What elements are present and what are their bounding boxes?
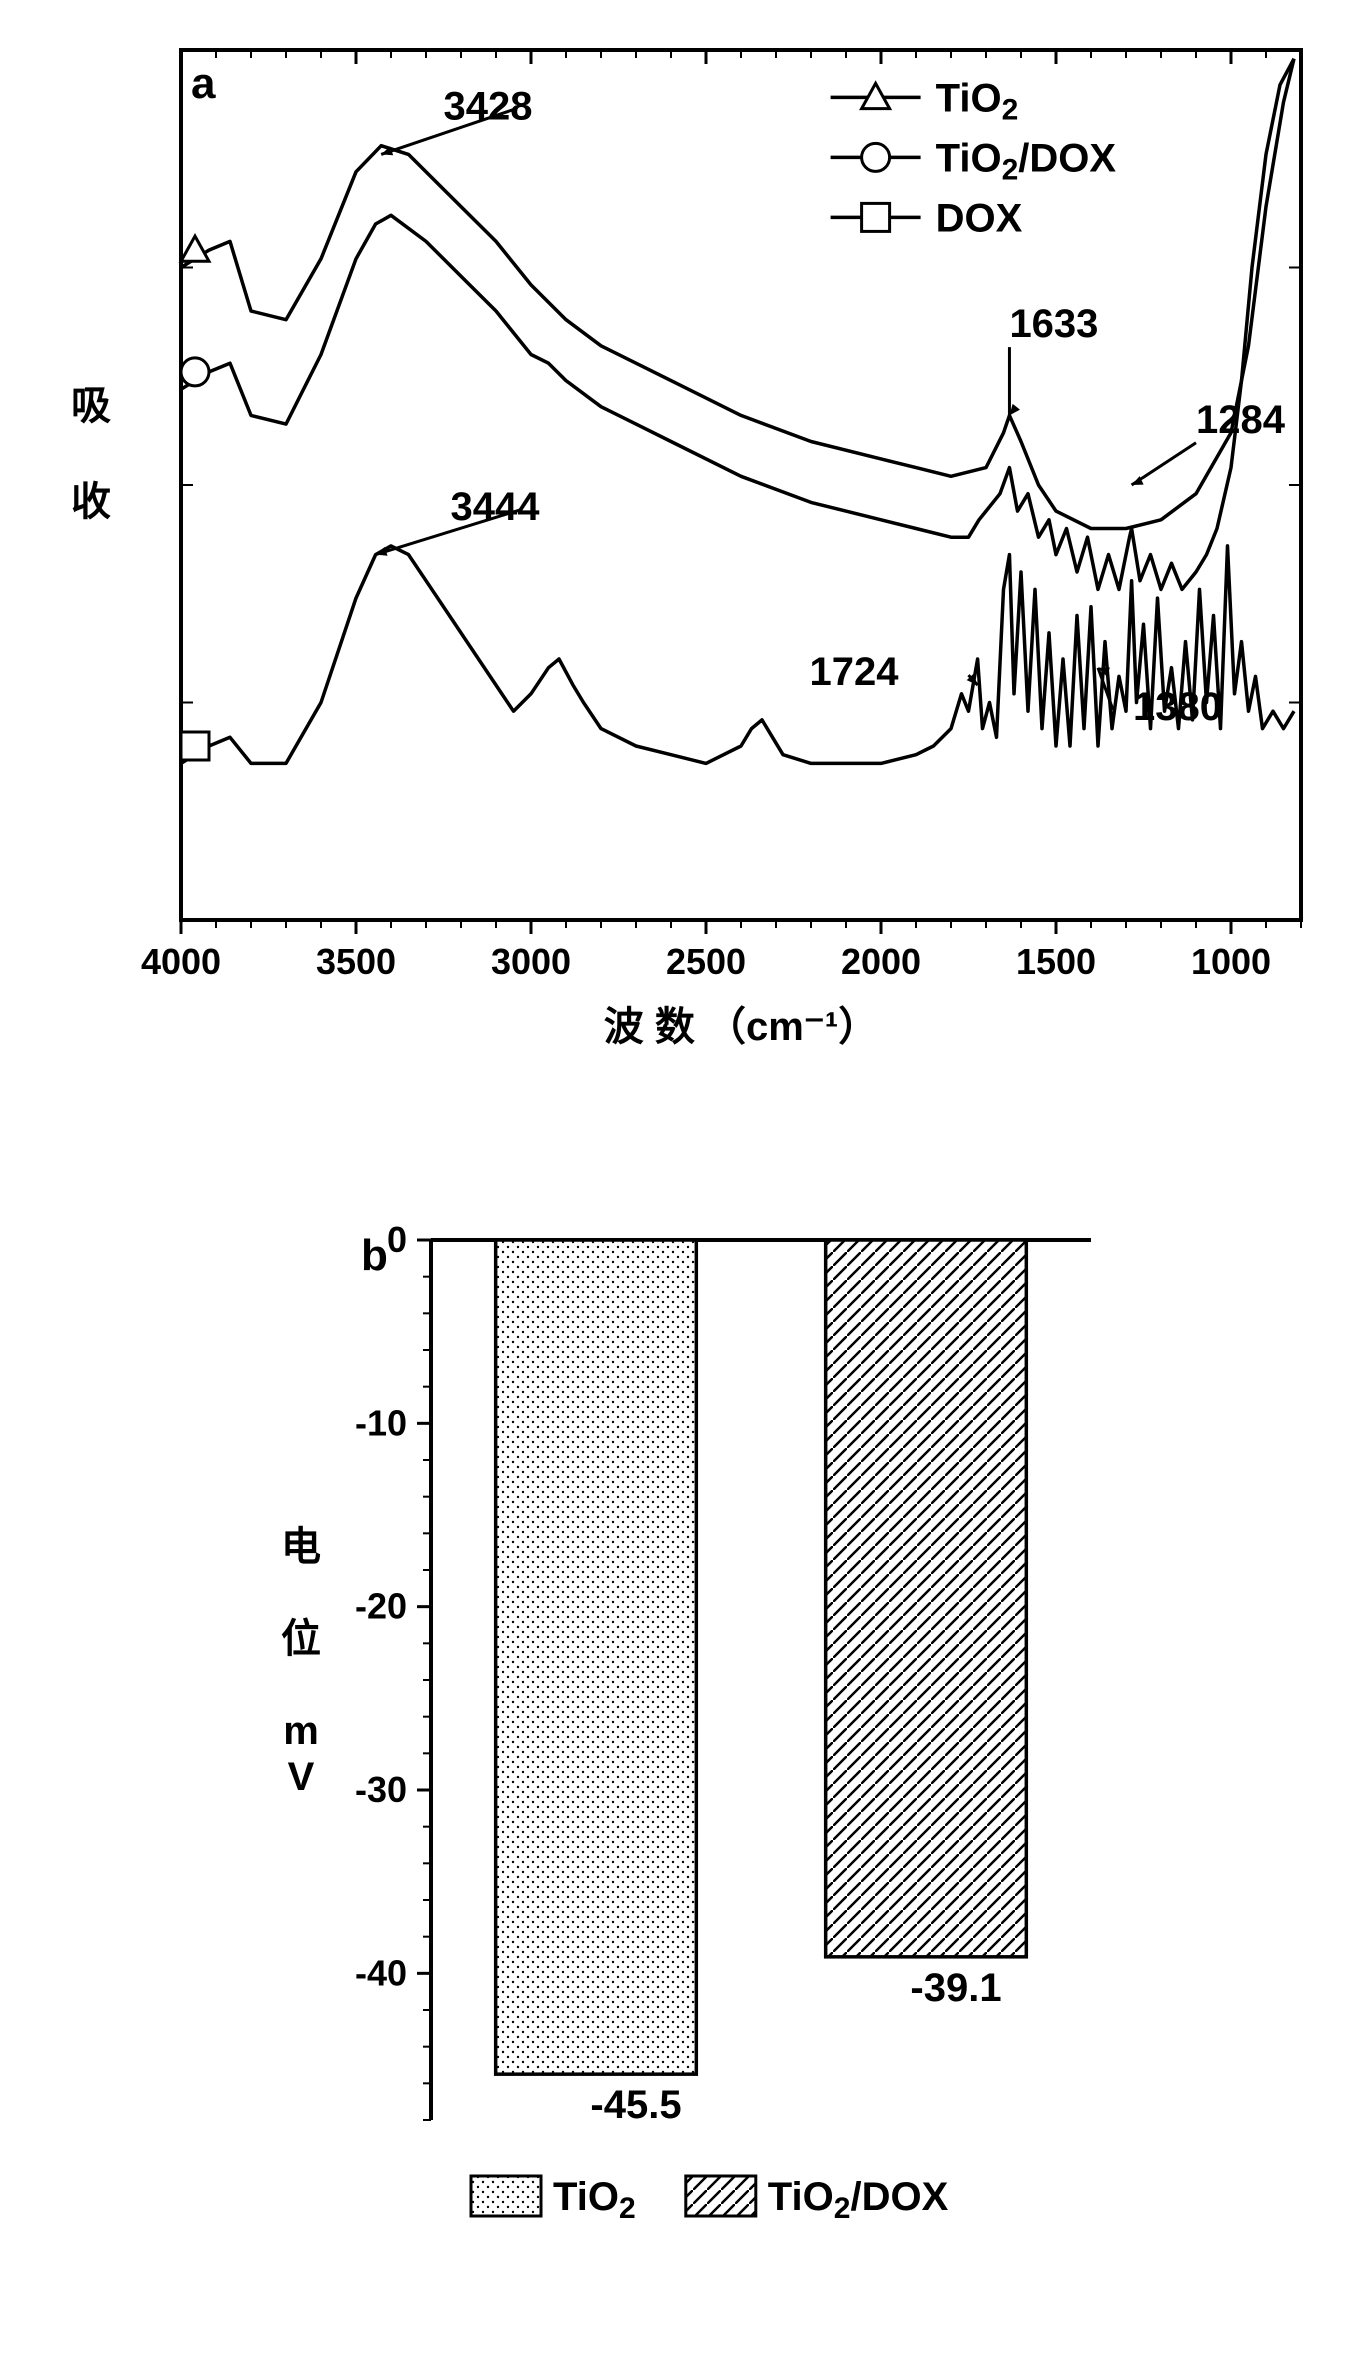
- svg-text:TiO2: TiO2: [936, 76, 1019, 126]
- svg-text:2500: 2500: [666, 941, 746, 982]
- svg-text:1633: 1633: [1009, 302, 1098, 346]
- panel-b-zeta: 0 -10 -20 -30 -40 电 位 mV b -45.5 -39.1 TiO2 TiO2/D…: [231, 1210, 1131, 2270]
- svg-text:3444: 3444: [451, 485, 541, 529]
- svg-text:4000: 4000: [141, 941, 221, 982]
- svg-text:3000: 3000: [491, 941, 571, 982]
- svg-text:-20: -20: [355, 1586, 407, 1627]
- svg-text:2000: 2000: [841, 941, 921, 982]
- svg-text:吸 收: 吸 收: [71, 384, 111, 524]
- svg-text:-45.5: -45.5: [590, 2083, 681, 2127]
- svg-text:电 位 mV: 电 位 mV: [281, 1525, 321, 1799]
- svg-text:-40: -40: [355, 1952, 407, 1993]
- svg-text:1724: 1724: [810, 650, 900, 694]
- svg-text:波 数 （cm⁻¹）: 波 数 （cm⁻¹）: [604, 1005, 878, 1049]
- svg-text:-10: -10: [355, 1402, 407, 1443]
- svg-text:TiO2/DOX: TiO2/DOX: [936, 136, 1117, 186]
- svg-text:1000: 1000: [1191, 941, 1271, 982]
- svg-text:0: 0: [387, 1219, 407, 1260]
- svg-text:-39.1: -39.1: [910, 1966, 1001, 2010]
- panel-a-spectra: 4000 3500 3000 2500 2000 1500 1000 波 数 （cm⁻¹） 吸 …: [31, 30, 1331, 1090]
- svg-text:TiO2/DOX: TiO2/DOX: [768, 2175, 949, 2225]
- svg-text:1284: 1284: [1196, 398, 1286, 442]
- svg-text:b: b: [361, 1231, 388, 1280]
- svg-text:DOX: DOX: [936, 196, 1023, 240]
- svg-text:TiO2: TiO2: [553, 2175, 636, 2225]
- svg-text:3500: 3500: [316, 941, 396, 982]
- svg-text:3428: 3428: [444, 85, 533, 129]
- svg-text:1500: 1500: [1016, 941, 1096, 982]
- ftir-chart: 4000 3500 3000 2500 2000 1500 1000 波 数 （cm⁻¹） 吸 …: [31, 30, 1331, 1090]
- zeta-chart: 0 -10 -20 -30 -40 电 位 mV b -45.5 -39.1 TiO2 TiO2/D…: [231, 1210, 1131, 2270]
- svg-text:-30: -30: [355, 1769, 407, 1810]
- svg-text:a: a: [191, 59, 216, 108]
- svg-text:1380: 1380: [1133, 685, 1222, 729]
